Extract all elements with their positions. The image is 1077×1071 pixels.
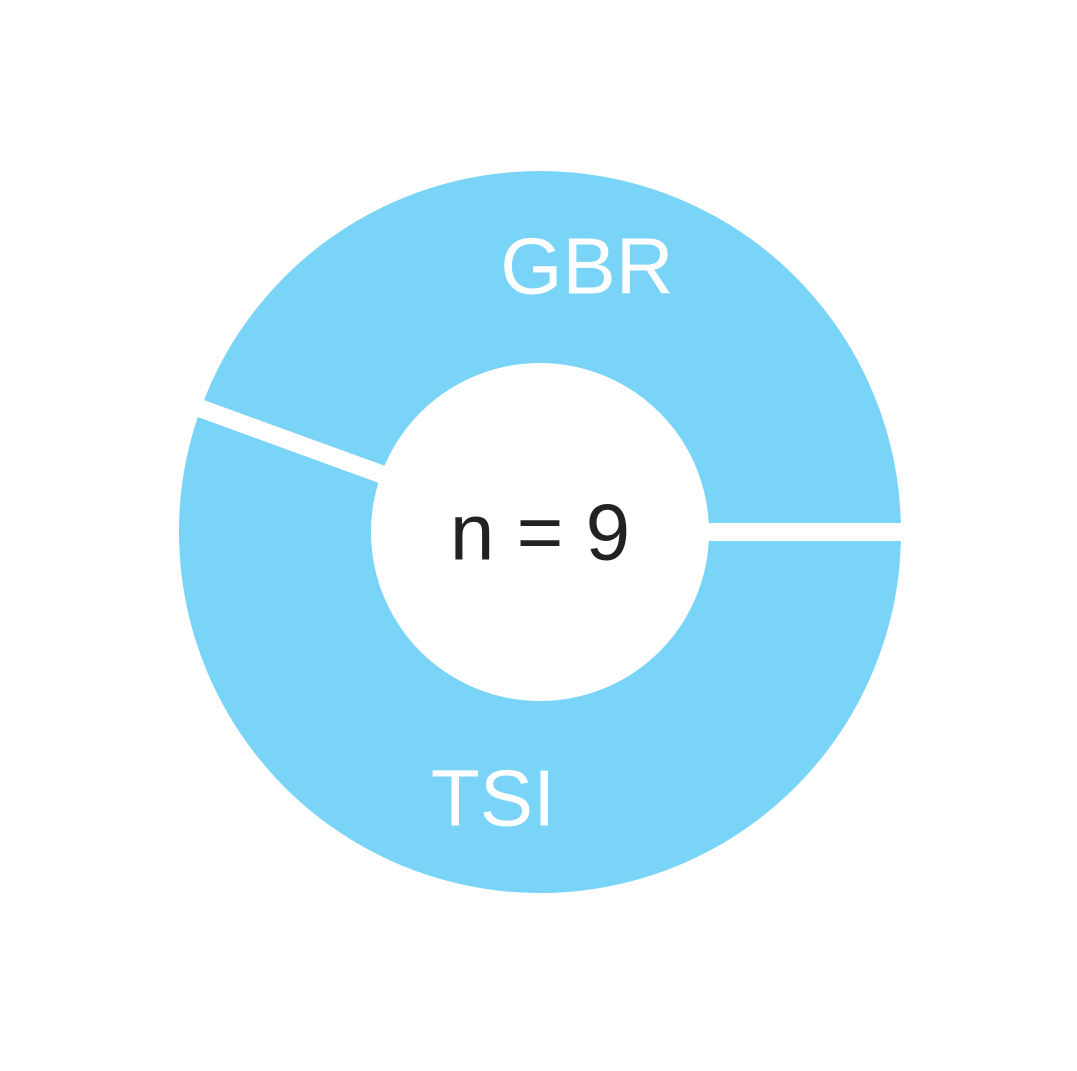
slice-label-gbr: GBR [500, 222, 673, 311]
slices-group [161, 153, 920, 911]
slice-labels-group: GBR TSI [431, 222, 674, 843]
slice-tsi [161, 393, 920, 911]
center-count-label: n = 9 [450, 488, 630, 577]
slice-label-tsi: TSI [431, 753, 555, 842]
slice-gbr [180, 153, 920, 541]
